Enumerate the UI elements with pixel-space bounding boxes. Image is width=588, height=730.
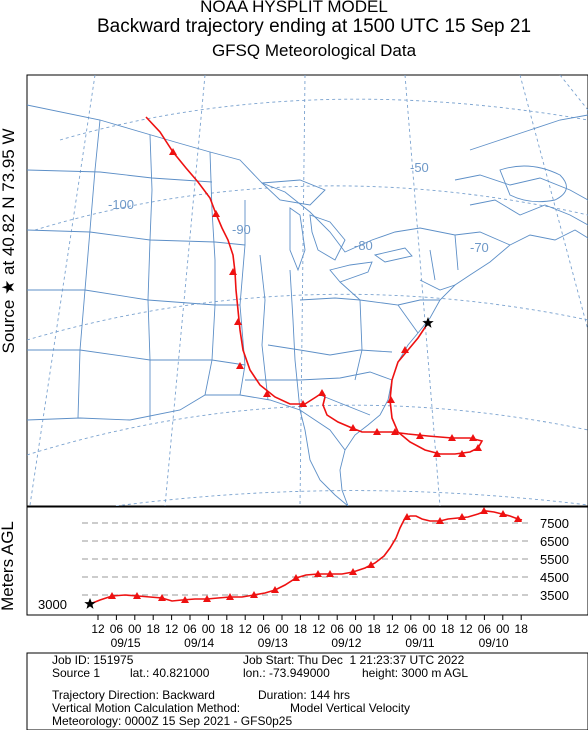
time-tick-label: 18 [515, 622, 529, 636]
trajectory-duration: Duration: 144 hrs [258, 688, 351, 702]
map-graticule [27, 75, 588, 506]
source-lon: lon.: -73.949000 [243, 666, 330, 680]
time-tick-label: 18 [441, 622, 455, 636]
lon-label-80: -80 [354, 238, 373, 253]
date-label: 09/11 [405, 636, 434, 650]
level-label: 7500 [540, 516, 569, 531]
time-tick-label: 18 [147, 622, 161, 636]
trajectory-markers [169, 148, 482, 457]
time-tick-label: 18 [220, 622, 234, 636]
source-star-icon [422, 317, 434, 328]
time-tick-label: 00 [128, 622, 142, 636]
start-height-label: 3000 [38, 597, 67, 612]
date-label: 09/13 [258, 636, 288, 650]
chart-title: Backward trajectory ending at 1500 UTC 1… [96, 16, 532, 37]
date-label: 09/14 [184, 636, 214, 650]
map-boundaries [27, 104, 588, 506]
vertical-motion-value: Model Vertical Velocity [290, 701, 411, 715]
vertical-profile-panel: 7500 6500 5500 4500 3500 3000 [26, 506, 588, 616]
time-tick-label: 06 [331, 622, 345, 636]
model-name: NOAA HYSPLIT MODEL [200, 0, 388, 16]
time-tick-label: 06 [183, 622, 197, 636]
lon-label-100: -100 [108, 197, 134, 212]
time-tick-label: 12 [386, 622, 400, 636]
source-height: height: 3000 m AGL [362, 666, 469, 680]
trajectory-direction: Trajectory Direction: Backward [52, 688, 215, 702]
level-label: 3500 [540, 588, 569, 603]
job-id: Job ID: 151975 [52, 653, 134, 667]
source-number: Source 1 [52, 666, 101, 680]
time-tick-label: 00 [275, 622, 289, 636]
chart-subtitle: GFSQ Meteorological Data [211, 41, 417, 60]
map-trajectory [145, 116, 484, 457]
lon-label-50: -50 [410, 160, 429, 175]
time-tick-label: 06 [478, 622, 492, 636]
date-label: 09/10 [479, 636, 509, 650]
date-label: 09/12 [331, 636, 361, 650]
info-box [26, 652, 588, 730]
time-tick-label: 18 [367, 622, 381, 636]
source-lat: lat.: 40.821000 [130, 666, 210, 680]
time-tick-label: 12 [91, 622, 105, 636]
date-label: 09/15 [111, 636, 141, 650]
level-label: 5500 [540, 552, 569, 567]
time-tick-label: 00 [202, 622, 216, 636]
lon-label-70: -70 [470, 240, 489, 255]
lon-label-90: -90 [232, 222, 251, 237]
level-labels: 7500 6500 5500 4500 3500 3000 [38, 516, 569, 612]
level-label: 4500 [540, 570, 569, 585]
longitude-labels: -100 -90 -80 -70 -50 [108, 160, 489, 255]
time-tick-label: 12 [239, 622, 253, 636]
time-tick-label: 00 [423, 622, 437, 636]
vertical-source-star-icon [84, 598, 96, 609]
time-tick-label: 12 [165, 622, 179, 636]
level-label: 6500 [540, 534, 569, 549]
map-panel: -100 -90 -80 -70 -50 [26, 74, 588, 507]
time-tick-label: 06 [110, 622, 124, 636]
vertical-markers [108, 507, 522, 603]
level-gridlines [82, 522, 528, 596]
time-tick-label: 00 [496, 622, 510, 636]
time-tick-label: 12 [312, 622, 326, 636]
time-tick-label: 12 [459, 622, 473, 636]
vertical-motion-method: Vertical Motion Calculation Method: [52, 701, 241, 715]
time-tick-label: 06 [257, 622, 271, 636]
time-axis: 12 06 00 18 12 06 00 18 12 06 00 18 12 06 00 18 12 06 00 18… [91, 615, 528, 650]
time-tick-label: 18 [294, 622, 308, 636]
job-start: Job Start: Thu Dec 1 21:23:37 UTC 2022 [243, 653, 465, 667]
time-tick-label: 00 [349, 622, 363, 636]
time-tick-label: 06 [404, 622, 418, 636]
meteorology: Meteorology: 0000Z 15 Sep 2021 - GFS0p25 [52, 714, 293, 728]
